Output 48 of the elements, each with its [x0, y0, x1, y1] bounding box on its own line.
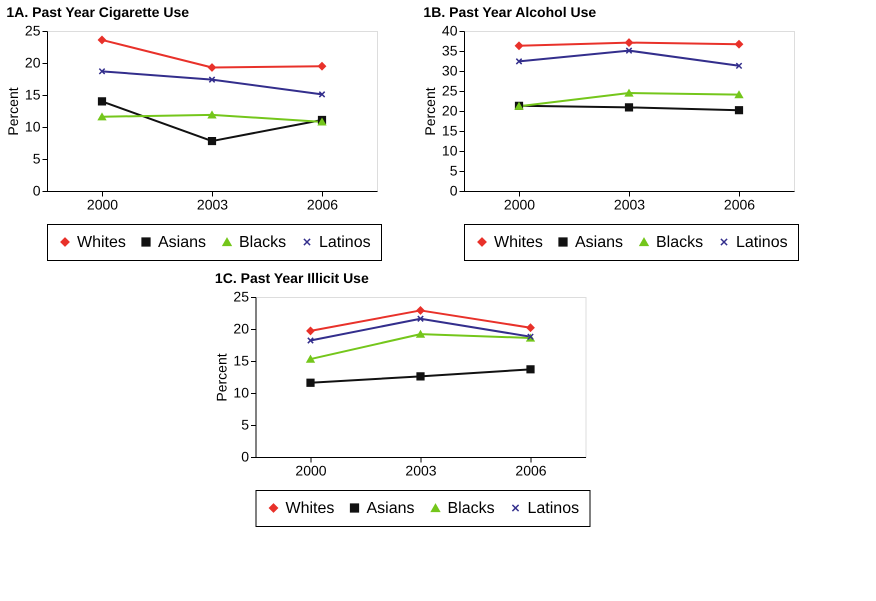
y-axis-title: Percent	[213, 353, 230, 402]
x-tick-label: 2000	[504, 196, 536, 212]
legend-label: Asians	[366, 500, 415, 517]
y-tick-label: 0	[32, 182, 41, 198]
legend-label: Latinos	[319, 234, 371, 251]
y-tick-label: 15	[24, 86, 41, 102]
legend-label: Asians	[575, 234, 624, 251]
y-tick-label: 5	[241, 416, 250, 432]
y-tick-label: 30	[442, 62, 458, 78]
y-tick-label: 10	[442, 142, 458, 158]
legend-label: Whites	[77, 234, 126, 251]
y-tick-label: 10	[24, 118, 41, 134]
legend-label: Whites	[494, 234, 543, 251]
y-tick-label: 0	[450, 182, 458, 198]
legend-label: Latinos	[736, 234, 788, 251]
x-tick-label: 2006	[306, 196, 338, 212]
y-tick-label: 25	[233, 288, 250, 304]
y-tick-label: 20	[233, 320, 250, 336]
legend-label: Blacks	[239, 234, 286, 251]
x-tick-label: 2003	[405, 462, 437, 478]
x-tick-label: 2006	[515, 462, 547, 478]
y-tick-label: 5	[32, 150, 41, 166]
y-tick-label: 0	[241, 448, 250, 464]
y-tick-label: 20	[24, 54, 41, 70]
x-tick-label: 2000	[86, 196, 118, 212]
legend-label: Asians	[158, 234, 206, 251]
legend-label: Blacks	[448, 500, 495, 517]
y-tick-label: 25	[24, 22, 41, 38]
chart-title: 1B. Past Year Alcohol Use	[423, 4, 596, 20]
y-axis-title: Percent	[422, 87, 438, 136]
y-tick-label: 15	[442, 122, 458, 138]
x-tick-label: 2003	[614, 196, 646, 212]
y-tick-label: 35	[442, 42, 458, 58]
chart-title: 1A. Past Year Cigarette Use	[6, 4, 190, 20]
y-tick-label: 20	[442, 102, 458, 118]
y-tick-label: 10	[233, 384, 250, 400]
legend-label: Blacks	[656, 234, 704, 251]
y-axis-title: Percent	[4, 87, 21, 136]
y-tick-label: 5	[450, 162, 458, 178]
x-tick-label: 2000	[295, 462, 327, 478]
legend-label: Latinos	[528, 500, 580, 517]
legend-label: Whites	[286, 500, 334, 517]
x-tick-label: 2006	[724, 196, 756, 212]
y-tick-label: 40	[442, 22, 458, 38]
y-tick-label: 15	[233, 352, 250, 368]
x-tick-label: 2003	[196, 196, 228, 212]
y-tick-label: 25	[442, 82, 458, 98]
chart-title: 1C. Past Year Illicit Use	[214, 270, 369, 286]
